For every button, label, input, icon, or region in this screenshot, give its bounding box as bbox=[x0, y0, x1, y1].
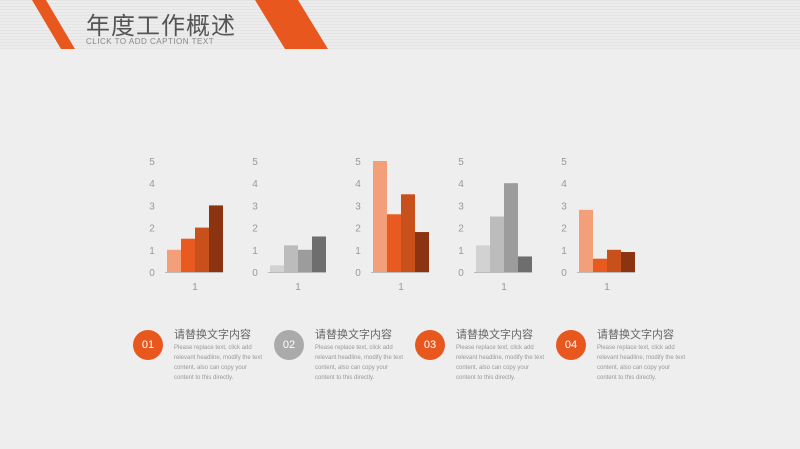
y-tick-label: 5 bbox=[561, 157, 567, 168]
y-tick-label: 0 bbox=[561, 268, 567, 279]
y-tick-label: 4 bbox=[458, 179, 464, 190]
item-03: 03 请替换文字内容 Please replace text, click ad… bbox=[415, 329, 555, 410]
chart-bar bbox=[312, 236, 326, 272]
item-description: Please replace text, click add relevant … bbox=[174, 345, 263, 381]
x-tick-label: 1 bbox=[398, 282, 404, 293]
chart-bar bbox=[284, 245, 298, 272]
y-tick-label: 1 bbox=[561, 246, 567, 257]
page-title: 年度工作概述 bbox=[86, 13, 236, 40]
chart-bar bbox=[298, 249, 312, 272]
y-tick-label: 1 bbox=[458, 246, 464, 257]
y-tick-label: 1 bbox=[149, 246, 155, 257]
item-number-badge: 01 bbox=[133, 330, 163, 360]
y-tick-label: 2 bbox=[561, 224, 567, 235]
y-tick-label: 5 bbox=[355, 157, 361, 168]
y-tick-label: 2 bbox=[355, 224, 361, 235]
chart-bar bbox=[607, 249, 621, 272]
chart-bar bbox=[181, 238, 195, 272]
item-01: 01 请替换文字内容 Please replace text, click ad… bbox=[133, 329, 273, 410]
chart-bar bbox=[195, 227, 209, 272]
y-tick-label: 0 bbox=[252, 268, 258, 279]
y-tick-label: 4 bbox=[355, 179, 361, 190]
item-number-badge: 04 bbox=[556, 330, 586, 360]
item-04: 04 请替换文字内容 Please replace text, click ad… bbox=[556, 329, 696, 410]
chart-bar bbox=[415, 232, 429, 272]
y-tick-label: 5 bbox=[149, 157, 155, 168]
chart-bar bbox=[593, 258, 607, 272]
y-tick-label: 2 bbox=[458, 224, 464, 235]
y-tick-label: 3 bbox=[561, 201, 567, 212]
chart-bar bbox=[373, 161, 387, 272]
item-description: Please replace text, click add relevant … bbox=[597, 345, 686, 381]
y-tick-label: 0 bbox=[458, 268, 464, 279]
item-title: 请替换文字内容 bbox=[597, 329, 674, 341]
page-subtitle: CLICK TO ADD CAPTION TEXT bbox=[86, 37, 215, 46]
header-accent-stripes bbox=[32, 0, 328, 49]
y-tick-label: 3 bbox=[355, 201, 361, 212]
y-tick-label: 5 bbox=[458, 157, 464, 168]
chart-bar bbox=[476, 245, 490, 272]
item-title: 请替换文字内容 bbox=[315, 329, 392, 341]
header-band bbox=[0, 0, 800, 49]
y-tick-label: 5 bbox=[252, 157, 258, 168]
item-number-badge: 03 bbox=[415, 330, 445, 360]
accent-stripe-thin bbox=[32, 0, 75, 49]
x-tick-label: 1 bbox=[295, 282, 301, 293]
item-title: 请替换文字内容 bbox=[456, 329, 533, 341]
y-tick-label: 3 bbox=[458, 201, 464, 212]
y-tick-label: 2 bbox=[149, 224, 155, 235]
chart-bar bbox=[621, 252, 635, 272]
item-title: 请替换文字内容 bbox=[174, 329, 251, 341]
chart-bar bbox=[518, 256, 532, 272]
y-tick-label: 3 bbox=[252, 201, 258, 212]
y-tick-label: 4 bbox=[252, 179, 258, 190]
y-tick-label: 0 bbox=[149, 268, 155, 279]
y-tick-label: 4 bbox=[561, 179, 567, 190]
item-description: Please replace text, click add relevant … bbox=[456, 345, 545, 381]
accent-stripe-thick bbox=[255, 0, 328, 49]
chart-bar bbox=[490, 216, 504, 272]
x-tick-label: 1 bbox=[192, 282, 198, 293]
y-tick-label: 1 bbox=[355, 246, 361, 257]
y-tick-label: 3 bbox=[149, 201, 155, 212]
chart-bar bbox=[209, 205, 223, 272]
chart-bar bbox=[579, 209, 593, 272]
x-tick-label: 1 bbox=[501, 282, 507, 293]
chart-bar bbox=[167, 249, 181, 272]
item-number-badge: 02 bbox=[274, 330, 304, 360]
y-tick-label: 0 bbox=[355, 268, 361, 279]
chart-bar bbox=[270, 265, 284, 272]
y-tick-label: 4 bbox=[149, 179, 155, 190]
x-tick-label: 1 bbox=[604, 282, 610, 293]
chart-bar bbox=[504, 183, 518, 272]
y-tick-label: 2 bbox=[252, 224, 258, 235]
chart-bar bbox=[401, 194, 415, 272]
item-02: 02 请替换文字内容 Please replace text, click ad… bbox=[274, 329, 414, 410]
y-tick-label: 1 bbox=[252, 246, 258, 257]
chart-bar bbox=[387, 214, 401, 272]
item-description: Please replace text, click add relevant … bbox=[315, 345, 404, 381]
